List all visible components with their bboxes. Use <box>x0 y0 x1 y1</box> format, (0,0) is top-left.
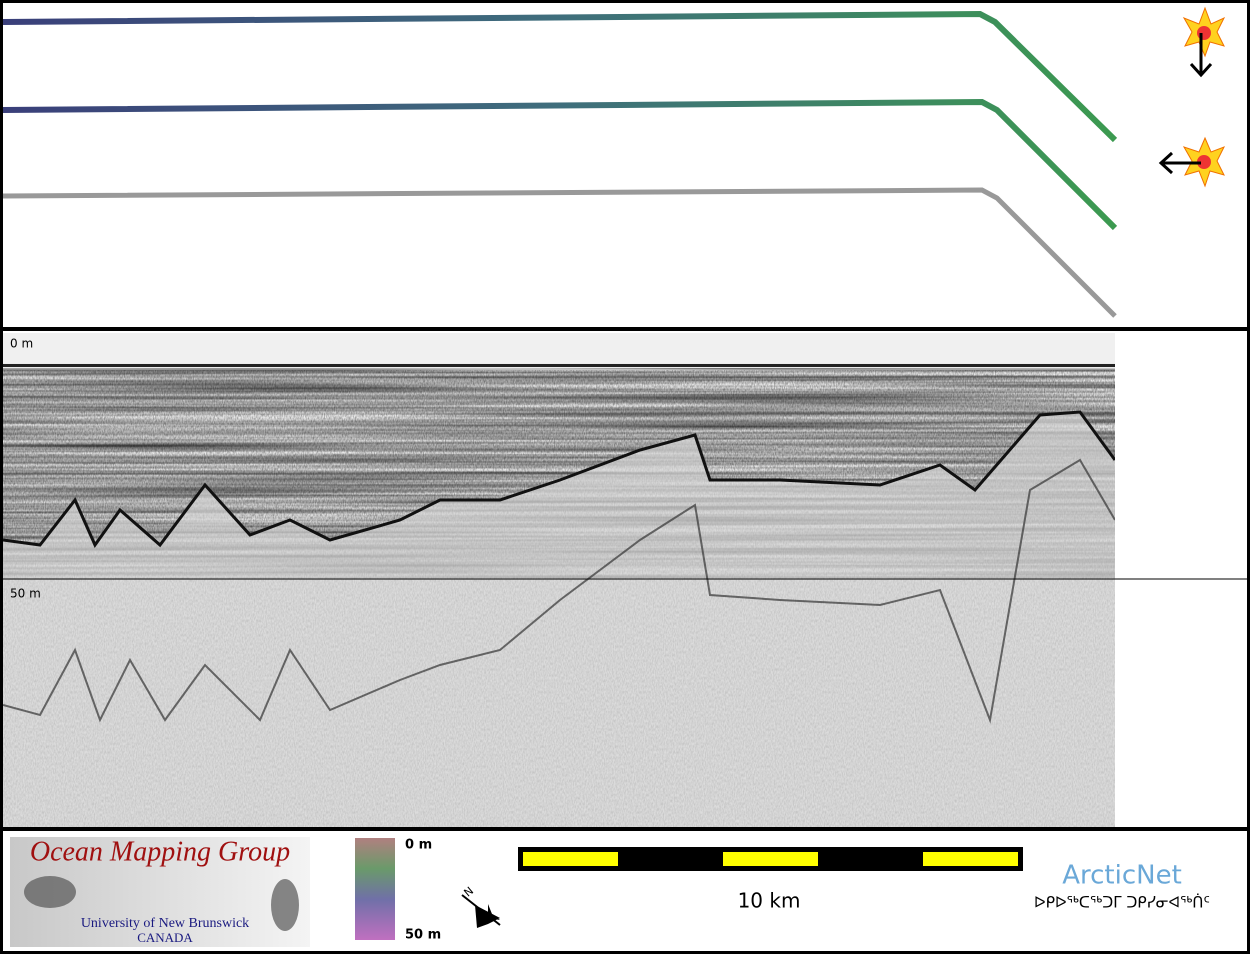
sun-core <box>1197 26 1211 40</box>
sediment <box>3 412 1115 827</box>
sun-icon <box>1158 136 1226 188</box>
divider <box>0 327 1250 331</box>
arcticnet-syllabics: ᐅᑭᐅᖅᑕᖅᑐᒥ ᑐᑭᓯᓂᐊᖅᑏᑦ <box>1034 894 1210 912</box>
track-colour-1 <box>2 10 1118 143</box>
sub-reflector <box>3 458 1115 724</box>
arcticnet-logo: ArcticNet <box>1062 861 1182 891</box>
depth-label: 0 m <box>10 337 33 351</box>
sonar-profile <box>3 333 1115 827</box>
colour-bar-label: 0 m <box>405 838 432 853</box>
depth-label: 50 m <box>10 587 41 601</box>
track-gray <box>2 187 1117 318</box>
track-colour-2 <box>2 98 1118 231</box>
seabed <box>3 410 1115 549</box>
sun-icon <box>1182 6 1226 78</box>
omg-logo: Ocean Mapping Group University of New Br… <box>10 836 310 947</box>
omg-country: CANADA <box>137 930 193 945</box>
divider <box>0 827 1250 831</box>
track-panel <box>2 6 1226 318</box>
scale-bar <box>518 847 1023 871</box>
colour-bar <box>355 838 395 940</box>
scale-label: 10 km <box>738 889 801 913</box>
colour-bar-label: 50 m <box>405 928 441 943</box>
omg-university: University of New Brunswick <box>81 916 249 931</box>
omg-title: Ocean Mapping Group <box>30 836 290 867</box>
